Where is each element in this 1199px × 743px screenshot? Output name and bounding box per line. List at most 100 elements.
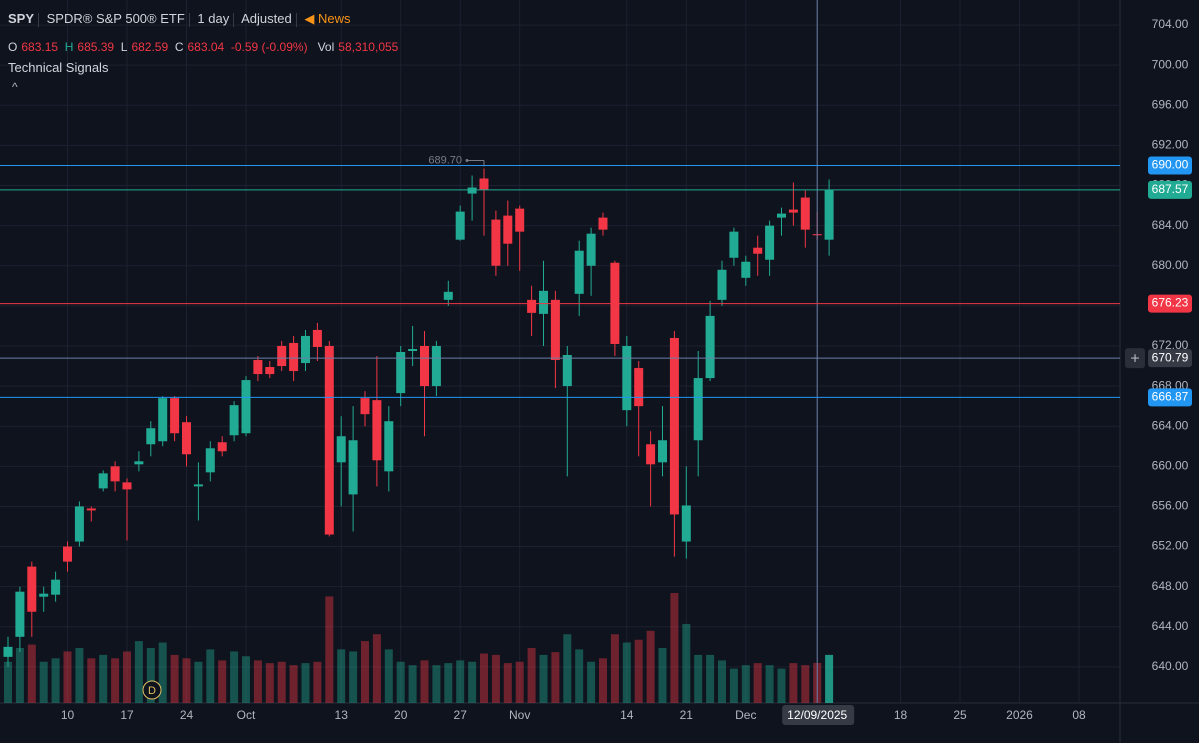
candle-body: [193, 484, 203, 487]
candle-body: [765, 225, 775, 260]
interval[interactable]: 1 day: [197, 11, 230, 26]
x-tick-label: 08: [1072, 708, 1086, 722]
volume-bar: [384, 649, 393, 703]
crosshair-price-label: 670.79: [1152, 350, 1189, 364]
volume-bar: [123, 651, 131, 703]
price-tag-label: 690.00: [1152, 158, 1189, 172]
candle-body: [110, 466, 120, 482]
x-tick-label: 12/09/2025: [787, 708, 847, 722]
volume-bar: [349, 651, 358, 703]
volume-bar: [682, 623, 691, 703]
volume-bar: [75, 648, 84, 703]
price-tag: [1148, 180, 1192, 199]
y-tick-label: 672.00: [1152, 338, 1189, 352]
volume-bar: [432, 665, 441, 703]
dividend-marker[interactable]: [142, 680, 162, 700]
candle-body: [336, 436, 346, 463]
price-tag-label: 666.87: [1152, 390, 1189, 404]
l-label: L: [120, 40, 128, 54]
x-tick-label: 21: [680, 708, 694, 722]
change: -0.59 (-0.09%): [230, 40, 308, 54]
volume-bar: [765, 665, 774, 703]
symbol-name[interactable]: SPDR® S&P 500® ETF: [46, 11, 185, 26]
y-tick-label: 680.00: [1152, 258, 1189, 272]
volume-bar: [515, 661, 524, 703]
volume-bar: [289, 665, 298, 703]
candle-body: [431, 345, 441, 387]
volume-bar: [63, 651, 72, 703]
volume-bars: [4, 593, 834, 703]
candle-body: [586, 233, 596, 266]
h-value: 685.39: [77, 40, 115, 54]
symbol-bar: SPY SPDR® S&P 500® ETF 1 day Adjusted ◀ …: [8, 11, 350, 27]
crosshair-tag: [1148, 349, 1192, 368]
candle-body: [289, 342, 299, 372]
c-label: C: [174, 40, 184, 54]
volume-bar: [111, 658, 120, 703]
adjustment[interactable]: Adjusted: [241, 11, 292, 26]
volume-bar: [468, 661, 477, 703]
y-tick-label: 640.00: [1152, 659, 1189, 673]
o-label: O: [8, 40, 18, 54]
candles: [3, 168, 834, 667]
volume-bar: [563, 634, 572, 703]
indicator[interactable]: Technical Signals: [8, 60, 109, 75]
candle-body: [27, 566, 37, 612]
crosshair-date-tag: [782, 705, 855, 725]
symbol[interactable]: SPY: [8, 11, 35, 26]
volume-bar: [242, 656, 250, 703]
candle-body: [646, 444, 656, 465]
candle-body: [301, 335, 310, 364]
volume-bar: [361, 641, 369, 703]
volume-bar: [456, 660, 465, 703]
volume-bar: [622, 642, 631, 703]
candle-body: [788, 209, 798, 213]
candle-body: [265, 367, 275, 375]
volume-bar: [539, 654, 548, 703]
price-axis-bg: [1120, 0, 1199, 743]
candle-body: [15, 591, 25, 637]
candle-body: [443, 291, 453, 300]
candle-body: [360, 398, 370, 415]
candle-body: [205, 448, 215, 473]
volume-bar: [146, 648, 155, 703]
y-tick-label: 660.00: [1152, 458, 1189, 472]
candle-body: [824, 189, 834, 240]
x-tick-label: Oct: [237, 708, 256, 722]
volume-bar: [670, 593, 679, 703]
candle-body: [669, 337, 679, 515]
volume-bar: [4, 661, 12, 703]
vol-label: Vol: [317, 40, 335, 54]
volume-bar: [694, 654, 703, 703]
overlays: 690.00 687.57 676.23 666.87 670.79 +689.70 D 10…: [0, 0, 1192, 725]
volume-bar: [218, 660, 227, 703]
candle-body: [170, 398, 180, 434]
volume-bar: [372, 634, 381, 703]
dividend-label: D: [148, 685, 156, 697]
volume-bar: [182, 658, 191, 703]
candle-body: [741, 261, 751, 278]
candle-body: [408, 348, 418, 351]
volume-bar: [610, 634, 619, 703]
y-tick-label: 648.00: [1152, 579, 1189, 593]
news[interactable]: News: [317, 11, 351, 26]
y-tick-label: 696.00: [1152, 97, 1189, 111]
y-tick-label: 652.00: [1152, 539, 1189, 553]
price-tag: [1148, 388, 1192, 407]
x-tick-label: 25: [953, 708, 967, 722]
price-tag: [1148, 156, 1192, 175]
add-alert-button[interactable]: [1125, 348, 1145, 369]
volume-bar: [587, 661, 596, 703]
volume-bar: [729, 668, 738, 703]
y-tick-label: 700.00: [1152, 57, 1189, 71]
volume-bar: [646, 630, 655, 703]
candle-body: [693, 378, 703, 441]
volume-bar: [194, 661, 203, 703]
price-tag: [1148, 294, 1192, 313]
x-tick-label: 14: [620, 708, 634, 722]
collapse-toggle[interactable]: ^: [12, 80, 18, 94]
y-tick-label: 664.00: [1152, 418, 1189, 432]
price-tag-label: 676.23: [1152, 296, 1189, 310]
candle-body: [420, 345, 429, 387]
price-tag-label: 687.57: [1152, 182, 1189, 196]
